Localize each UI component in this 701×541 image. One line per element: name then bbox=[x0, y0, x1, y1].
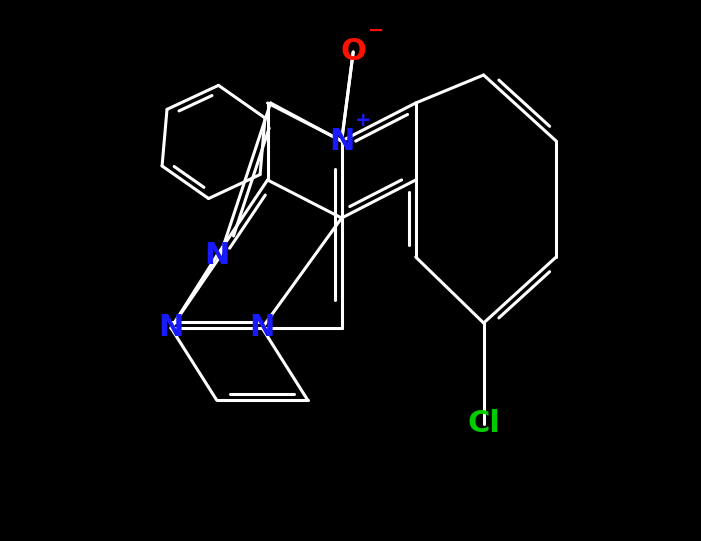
Text: N: N bbox=[158, 313, 184, 342]
Text: N: N bbox=[329, 127, 354, 155]
Text: Cl: Cl bbox=[467, 410, 500, 439]
Text: O: O bbox=[340, 37, 366, 67]
Text: −: − bbox=[368, 21, 385, 40]
Text: N: N bbox=[250, 313, 275, 342]
Text: N: N bbox=[204, 241, 229, 270]
Text: +: + bbox=[355, 111, 372, 130]
